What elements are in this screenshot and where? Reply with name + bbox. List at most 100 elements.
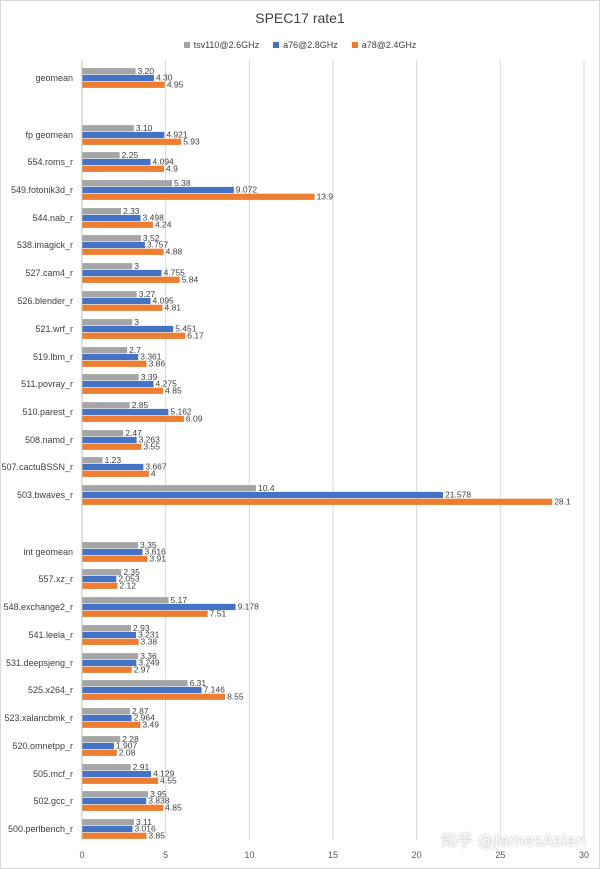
x-tick-label-1: 5	[163, 850, 168, 860]
data-label-s1-21: 2.87	[132, 706, 149, 716]
bar-s3-23	[82, 777, 159, 784]
bar-s3-14	[82, 498, 553, 505]
bar-s2-8	[82, 325, 174, 333]
data-label-s2-5: 3.757	[147, 240, 169, 250]
bar-s2-16	[82, 575, 117, 583]
bar-s1-2	[82, 152, 120, 159]
x-tick-label-3: 15	[328, 850, 338, 860]
data-label-s1-23: 2.91	[133, 762, 150, 772]
data-label-s2-8: 5.451	[175, 324, 197, 334]
bar-s3-18	[82, 638, 139, 645]
data-label-s2-20: 7.146	[204, 685, 226, 695]
bar-s1-23	[82, 764, 131, 771]
legend-swatch-series-2	[273, 42, 280, 48]
y-category-label-1: fp geomean	[25, 130, 73, 140]
data-label-s2-16: 2.053	[118, 574, 140, 584]
data-label-s2-3: 9.072	[236, 185, 258, 195]
bar-s1-13	[82, 457, 103, 464]
data-label-s1-3: 5.38	[174, 178, 191, 188]
bar-s3-17	[82, 610, 208, 617]
data-label-s1-5: 3.52	[143, 233, 160, 243]
data-label-s1-20: 6.31	[190, 678, 207, 688]
data-label-s1-19: 3.36	[140, 651, 157, 661]
data-label-s2-21: 2.964	[134, 713, 156, 723]
y-category-label-22: 520.omnetpp_r	[12, 741, 73, 751]
bar-s3-12	[82, 443, 142, 450]
bar-s3-25	[82, 832, 147, 839]
bar-s1-18	[82, 625, 132, 632]
data-label-s2-22: 1.907	[116, 741, 138, 751]
data-label-s3-13: 4	[151, 468, 156, 478]
y-category-label-15: int geomean	[23, 547, 73, 557]
data-label-s2-13: 3.667	[145, 462, 167, 472]
bar-s2-7	[82, 297, 151, 305]
data-label-s1-25: 3.11	[136, 817, 152, 827]
data-label-s1-1: 3.10	[136, 123, 153, 133]
data-label-s2-11: 5.162	[170, 407, 192, 417]
legend-label-series-3: a78@2.4GHz	[361, 40, 417, 50]
data-label-s3-15: 3.91	[149, 553, 166, 563]
bar-s3-19	[82, 666, 132, 673]
bar-s3-16	[82, 582, 118, 589]
legend-label-series-1: tsv110@2.6GHz	[193, 40, 260, 50]
bar-s2-15	[82, 548, 143, 556]
data-label-s3-9: 3.86	[149, 358, 166, 368]
bar-s2-9	[82, 353, 139, 361]
y-category-label-16: 557.xz_r	[38, 574, 73, 584]
y-category-label-23: 505.mcf_r	[33, 769, 73, 779]
x-tick-label-6: 30	[579, 850, 589, 860]
x-tick-label-0: 0	[79, 850, 84, 860]
data-label-s3-11: 6.09	[186, 413, 203, 423]
y-category-label-19: 531.deepsjeng_r	[6, 658, 73, 668]
x-tick-label-2: 10	[244, 850, 254, 860]
bar-s1-22	[82, 736, 121, 743]
y-category-label-2: 554.roms_r	[27, 157, 73, 167]
data-label-s1-12: 2.47	[125, 428, 142, 438]
y-category-label-9: 519.lbm_r	[33, 352, 73, 362]
bar-s2-2	[82, 158, 151, 166]
y-category-label-14: 503.bwaves_r	[17, 490, 73, 500]
y-category-label-21: 523.xalancbmk_r	[4, 713, 73, 723]
bar-s1-6	[82, 263, 133, 270]
bar-s2-19	[82, 659, 137, 667]
bar-s1-20	[82, 680, 188, 687]
data-label-s2-7: 4.095	[153, 296, 175, 306]
data-label-s3-16: 2.12	[119, 580, 136, 590]
legend-item-series-3: a78@2.4GHz	[351, 40, 417, 50]
bar-s1-7	[82, 291, 137, 298]
data-label-s1-0: 3.20	[138, 66, 155, 76]
bar-s2-20	[82, 686, 202, 694]
bar-s2-1	[82, 131, 165, 139]
data-label-s3-12: 3.55	[143, 441, 160, 451]
data-label-s2-2: 4.094	[153, 157, 175, 167]
bar-s1-25	[82, 819, 135, 826]
data-label-s3-20: 8.55	[227, 691, 244, 701]
data-label-s2-19: 3.249	[138, 658, 160, 668]
y-category-label-24: 502.gcc_r	[33, 796, 73, 806]
legend: tsv110@2.6GHz a76@2.8GHz a78@2.4GHz	[0, 40, 600, 50]
y-category-label-0: geomean	[35, 73, 73, 83]
chart-title: SPEC17 rate1	[255, 10, 345, 26]
bar-s2-4	[82, 214, 141, 222]
bar-s2-24	[82, 797, 147, 805]
data-label-s1-16: 2.35	[123, 567, 140, 577]
data-label-s2-1: 4.921	[166, 130, 188, 140]
data-label-s3-1: 5.93	[183, 136, 200, 146]
data-label-s3-22: 2.08	[119, 747, 136, 757]
bar-s2-25	[82, 825, 133, 833]
bar-s1-15	[82, 542, 139, 549]
bar-s1-19	[82, 653, 139, 660]
bar-s1-3	[82, 180, 173, 187]
bar-s2-13	[82, 463, 144, 471]
y-category-label-10: 511.povray_r	[21, 379, 73, 389]
data-label-s3-5: 4.88	[166, 246, 183, 256]
bar-s3-11	[82, 415, 184, 422]
data-label-s1-2: 2.25	[122, 150, 139, 160]
data-label-s1-15: 3.35	[140, 540, 157, 550]
data-label-s3-0: 4.95	[167, 79, 184, 89]
y-category-label-6: 527.cam4_r	[25, 268, 73, 278]
y-category-label-11: 510.parest_r	[22, 407, 73, 417]
data-label-s1-24: 3.95	[150, 789, 167, 799]
y-category-label-13: 507.cactuBSSN_r	[1, 462, 73, 472]
